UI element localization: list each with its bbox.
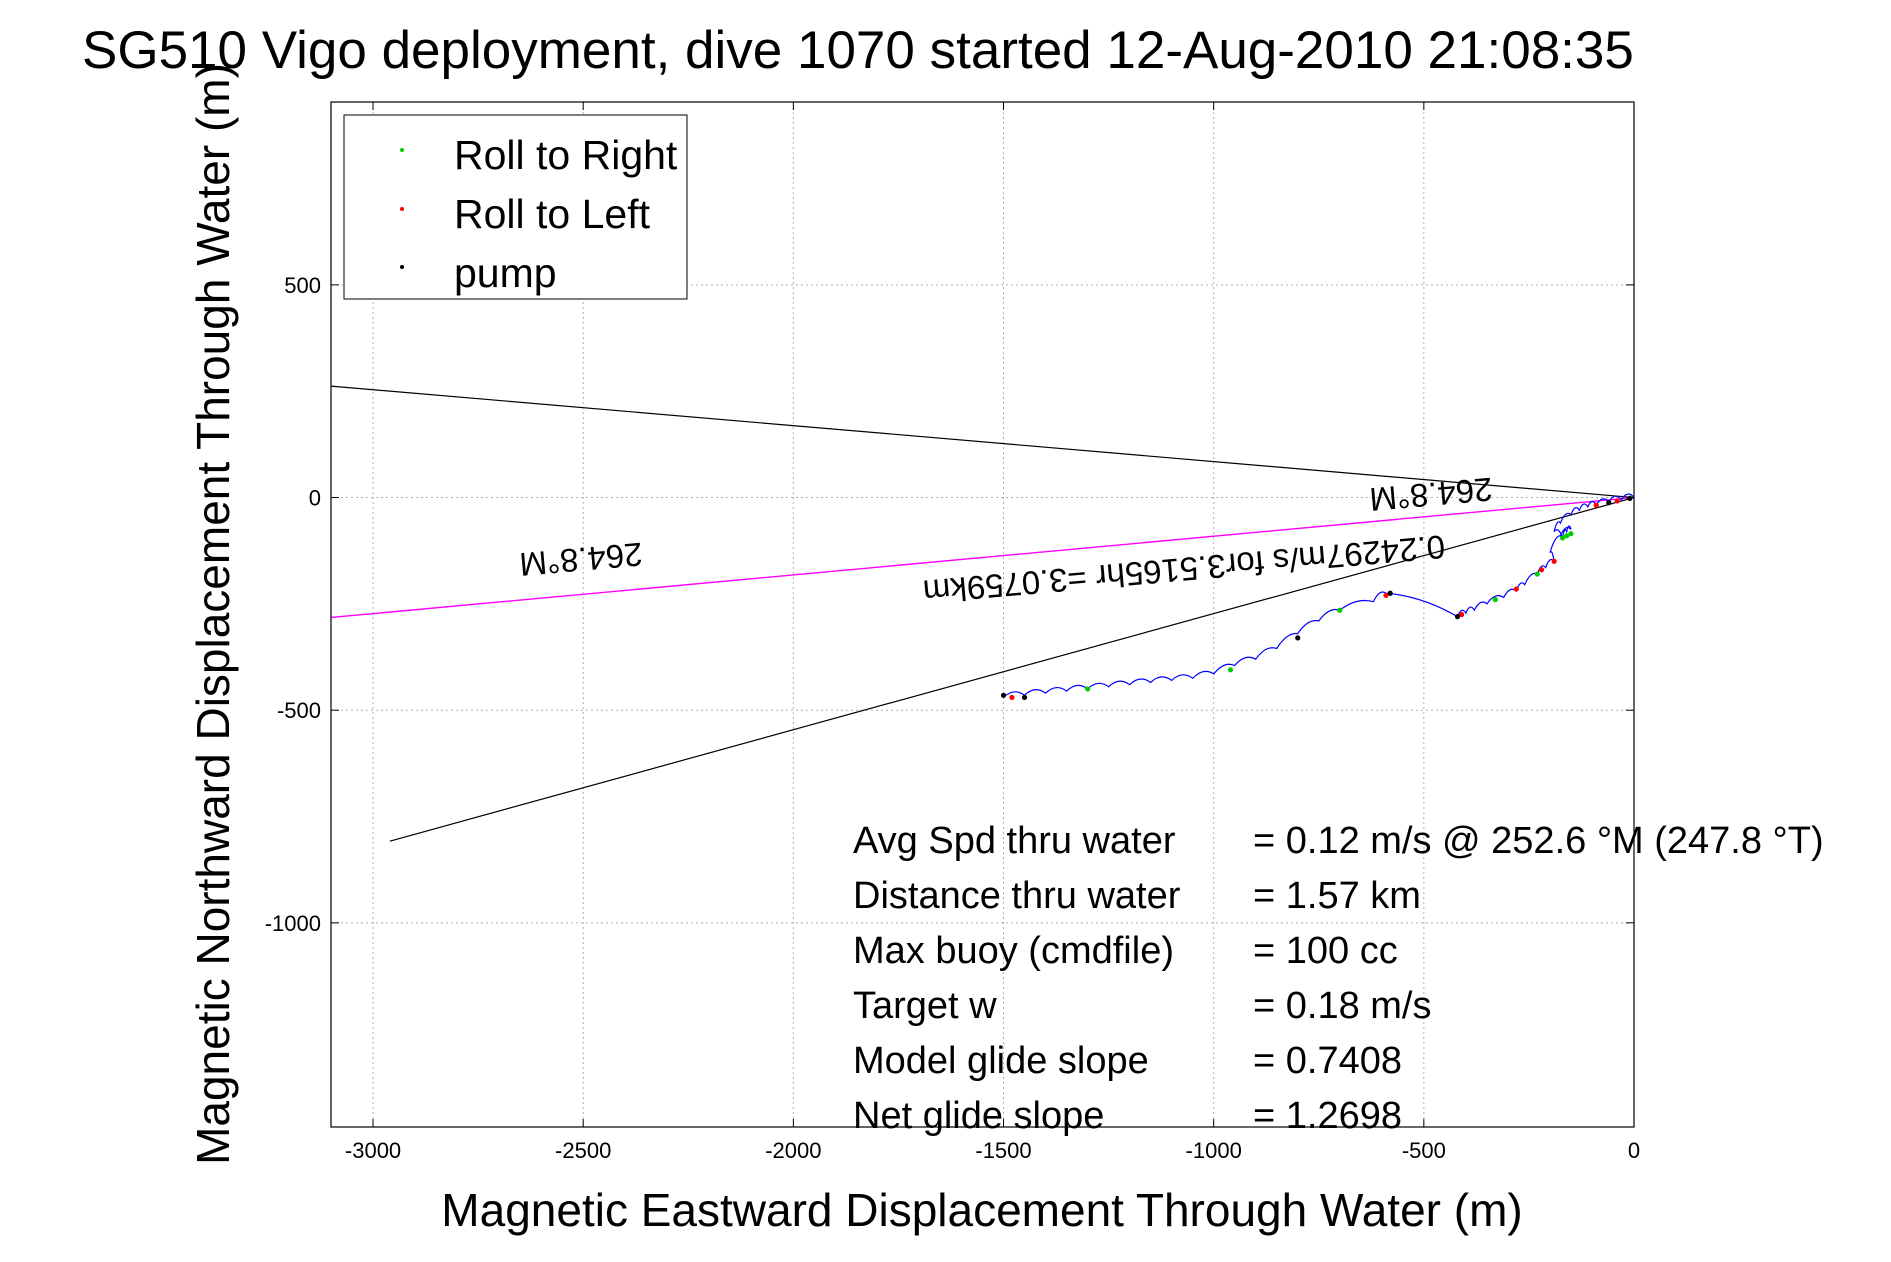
roll-left-point	[1593, 502, 1599, 508]
cone-line	[389, 496, 1635, 842]
legend-label-pump: pump	[454, 250, 557, 296]
stat-value-max-buoy: = 100 cc	[1253, 930, 1398, 972]
pump-point	[1387, 590, 1393, 596]
heading-line	[330, 496, 1635, 619]
stat-label-max-buoy: Max buoy (cmdfile)	[853, 930, 1174, 972]
roll-right-point	[1084, 686, 1091, 692]
x-tick-label: -2500	[555, 1138, 611, 1163]
roll-right-point	[1534, 571, 1540, 577]
x-tick-label: 0	[1628, 1138, 1640, 1163]
annotation-heading-left: 264.8°M	[518, 536, 644, 584]
pump-point	[1627, 495, 1633, 501]
stat-label-target-w: Target w	[853, 985, 997, 1027]
pump-point	[1454, 614, 1461, 620]
roll-left-point	[1551, 558, 1557, 564]
x-tick-label: -2000	[765, 1138, 821, 1163]
y-tick-label: 0	[309, 486, 321, 511]
legend-marker-roll-left	[400, 207, 404, 211]
roll-left-point	[1383, 592, 1389, 598]
stat-label-distance: Distance thru water	[853, 875, 1181, 917]
plot-frame	[330, 101, 1635, 1128]
stat-label-avg-speed: Avg Spd thru water	[853, 820, 1176, 862]
stat-label-net-glide: Net glide slope	[853, 1095, 1104, 1137]
roll-left-point	[1614, 498, 1620, 504]
roll-right-point	[1564, 533, 1570, 539]
roll-right-point	[1227, 667, 1234, 673]
roll-left-point	[1513, 586, 1519, 592]
x-tick-label: -3000	[345, 1138, 401, 1163]
y-axis-label: Magnetic Northward Displacement Through …	[187, 63, 239, 1165]
annotation-heading-right: 264.8°M	[1368, 471, 1494, 519]
roll-left-point	[1459, 611, 1465, 618]
plot-area	[330, 385, 1635, 842]
stat-value-net-glide: = 1.2698	[1253, 1095, 1402, 1137]
roll-right-point	[1559, 535, 1566, 541]
cone-line	[330, 385, 1635, 499]
roll-right-point	[1492, 597, 1498, 603]
pump-point	[1000, 692, 1007, 698]
roll-right-point	[1568, 531, 1574, 537]
x-tick-label: -500	[1402, 1138, 1446, 1163]
pump-point	[1606, 500, 1612, 506]
stat-value-target-w: = 0.18 m/s	[1253, 985, 1431, 1027]
pump-point	[1021, 694, 1028, 701]
stat-value-model-glide: = 0.7408	[1253, 1040, 1402, 1082]
stat-value-distance: = 1.57 km	[1253, 875, 1421, 917]
legend-label-roll-right: Roll to Right	[454, 132, 678, 178]
y-tick-label: -1000	[265, 911, 321, 936]
annotation-speed-distance: 0.24297m/s for3.5165hr =3.0759km	[922, 528, 1447, 611]
stat-label-model-glide: Model glide slope	[853, 1040, 1149, 1082]
legend-marker-pump	[400, 265, 404, 269]
y-tick-label: 500	[284, 273, 321, 298]
legend-marker-roll-right	[400, 148, 404, 152]
x-axis-label: Magnetic Eastward Displacement Through W…	[441, 1184, 1522, 1236]
stats-panel: Avg Spd thru water = 0.12 m/s @ 252.6 °M…	[853, 820, 1824, 1137]
roll-left-point	[1009, 694, 1015, 701]
roll-right-point	[1337, 607, 1343, 613]
y-tick-label: -500	[277, 698, 321, 723]
stat-value-avg-speed: = 0.12 m/s @ 252.6 °M (247.8 °T)	[1253, 820, 1824, 862]
glider-track-line	[1003, 493, 1635, 698]
annotations: 264.8°M 0.24297m/s for3.5165hr =3.0759km…	[518, 471, 1494, 611]
legend-label-roll-left: Roll to Left	[454, 191, 651, 237]
axis-ticks: -3000 -2500 -2000 -1500 -1000 -500 0 500 0 -500 -1…	[265, 102, 1640, 1163]
legend: Roll to Right Roll to Left pump	[343, 114, 688, 300]
chart-title: SG510 Vigo deployment, dive 1070 started…	[82, 21, 1634, 80]
pump-point	[1295, 635, 1301, 641]
roll-left-point	[1538, 567, 1545, 573]
x-tick-label: -1500	[975, 1138, 1031, 1163]
x-tick-label: -1000	[1186, 1138, 1242, 1163]
